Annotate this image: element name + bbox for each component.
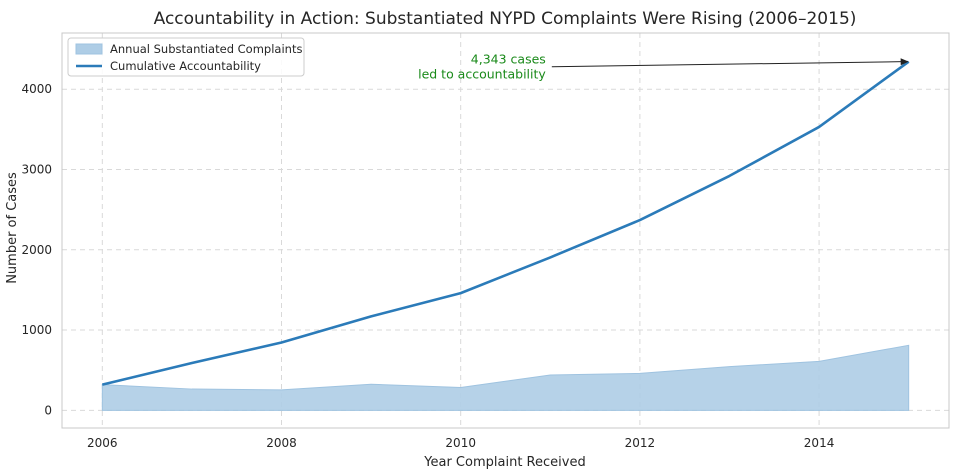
x-tick-label: 2014 — [804, 436, 835, 450]
x-axis-label: Year Complaint Received — [423, 455, 585, 470]
y-tick-label: 3000 — [21, 162, 52, 176]
annotation-text-line: led to accountability — [418, 67, 546, 82]
x-tick-label: 2006 — [87, 436, 118, 450]
x-tick-label: 2010 — [445, 436, 476, 450]
y-tick-label: 0 — [44, 403, 52, 417]
plot-area: 2006 2008 2010 2012 2014 0 1000 2000 3000 4000 4,3… — [21, 32, 950, 450]
cumulative-accountability-line — [102, 60, 910, 386]
legend-swatch-annual — [75, 43, 103, 55]
y-tick-label: 1000 — [21, 323, 52, 337]
annotation-arrow-line — [551, 61, 903, 68]
y-tick-label: 4000 — [21, 82, 52, 96]
legend-label-annual: Annual Substantiated Complaints — [110, 42, 302, 56]
x-tick-label: 2012 — [625, 436, 656, 450]
annotation-arrowhead — [900, 58, 909, 66]
plot-frame — [61, 32, 950, 429]
chart-title: Accountability in Action: Substantiated … — [154, 9, 857, 29]
annotation-text-line: 4,343 cases — [471, 52, 546, 67]
legend-label-cumulative: Cumulative Accountability — [110, 59, 261, 73]
annual-complaints-area — [101, 344, 910, 411]
y-tick-label: 2000 — [21, 243, 52, 257]
legend-box — [67, 37, 305, 77]
x-tick-label: 2008 — [266, 436, 297, 450]
y-axis-label: Number of Cases — [5, 172, 20, 284]
